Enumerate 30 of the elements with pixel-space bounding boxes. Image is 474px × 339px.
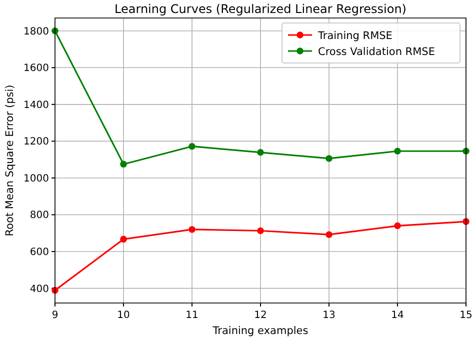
y-axis-title: Root Mean Square Error (psi) xyxy=(4,84,16,236)
y-tick-label: 1000 xyxy=(24,173,49,184)
legend-label: Cross Validation RMSE xyxy=(318,46,435,58)
x-tick-label: 9 xyxy=(52,310,58,321)
point xyxy=(120,236,127,243)
x-tick-label: 14 xyxy=(391,310,404,321)
x-tick-label: 12 xyxy=(254,310,267,321)
y-tick-label: 1400 xyxy=(24,100,49,111)
point xyxy=(394,222,401,230)
x-tick-label: 10 xyxy=(117,310,130,321)
y-tick-label: 600 xyxy=(30,247,49,258)
x-tick-label: 11 xyxy=(186,310,198,321)
x-axis-title: Training examples xyxy=(212,325,308,337)
y-tick-label: 400 xyxy=(30,284,49,295)
point xyxy=(326,231,332,238)
y-tick-label: 1800 xyxy=(24,26,49,38)
point xyxy=(394,148,401,154)
point xyxy=(257,149,264,156)
chart-title: Learning Curves (Regularized Linear Regression) xyxy=(114,2,406,16)
y-tick-label: 1600 xyxy=(24,63,49,74)
point xyxy=(326,155,332,162)
point xyxy=(188,226,196,233)
x-tick-label: 15 xyxy=(460,310,472,321)
x-tick-label: 13 xyxy=(322,310,336,321)
point xyxy=(257,227,264,234)
legend-label: Training RMSE xyxy=(317,30,392,42)
y-tick-label: 1200 xyxy=(24,136,49,148)
point xyxy=(188,142,196,150)
y-tick-label: 800 xyxy=(30,210,49,222)
point xyxy=(120,160,127,168)
